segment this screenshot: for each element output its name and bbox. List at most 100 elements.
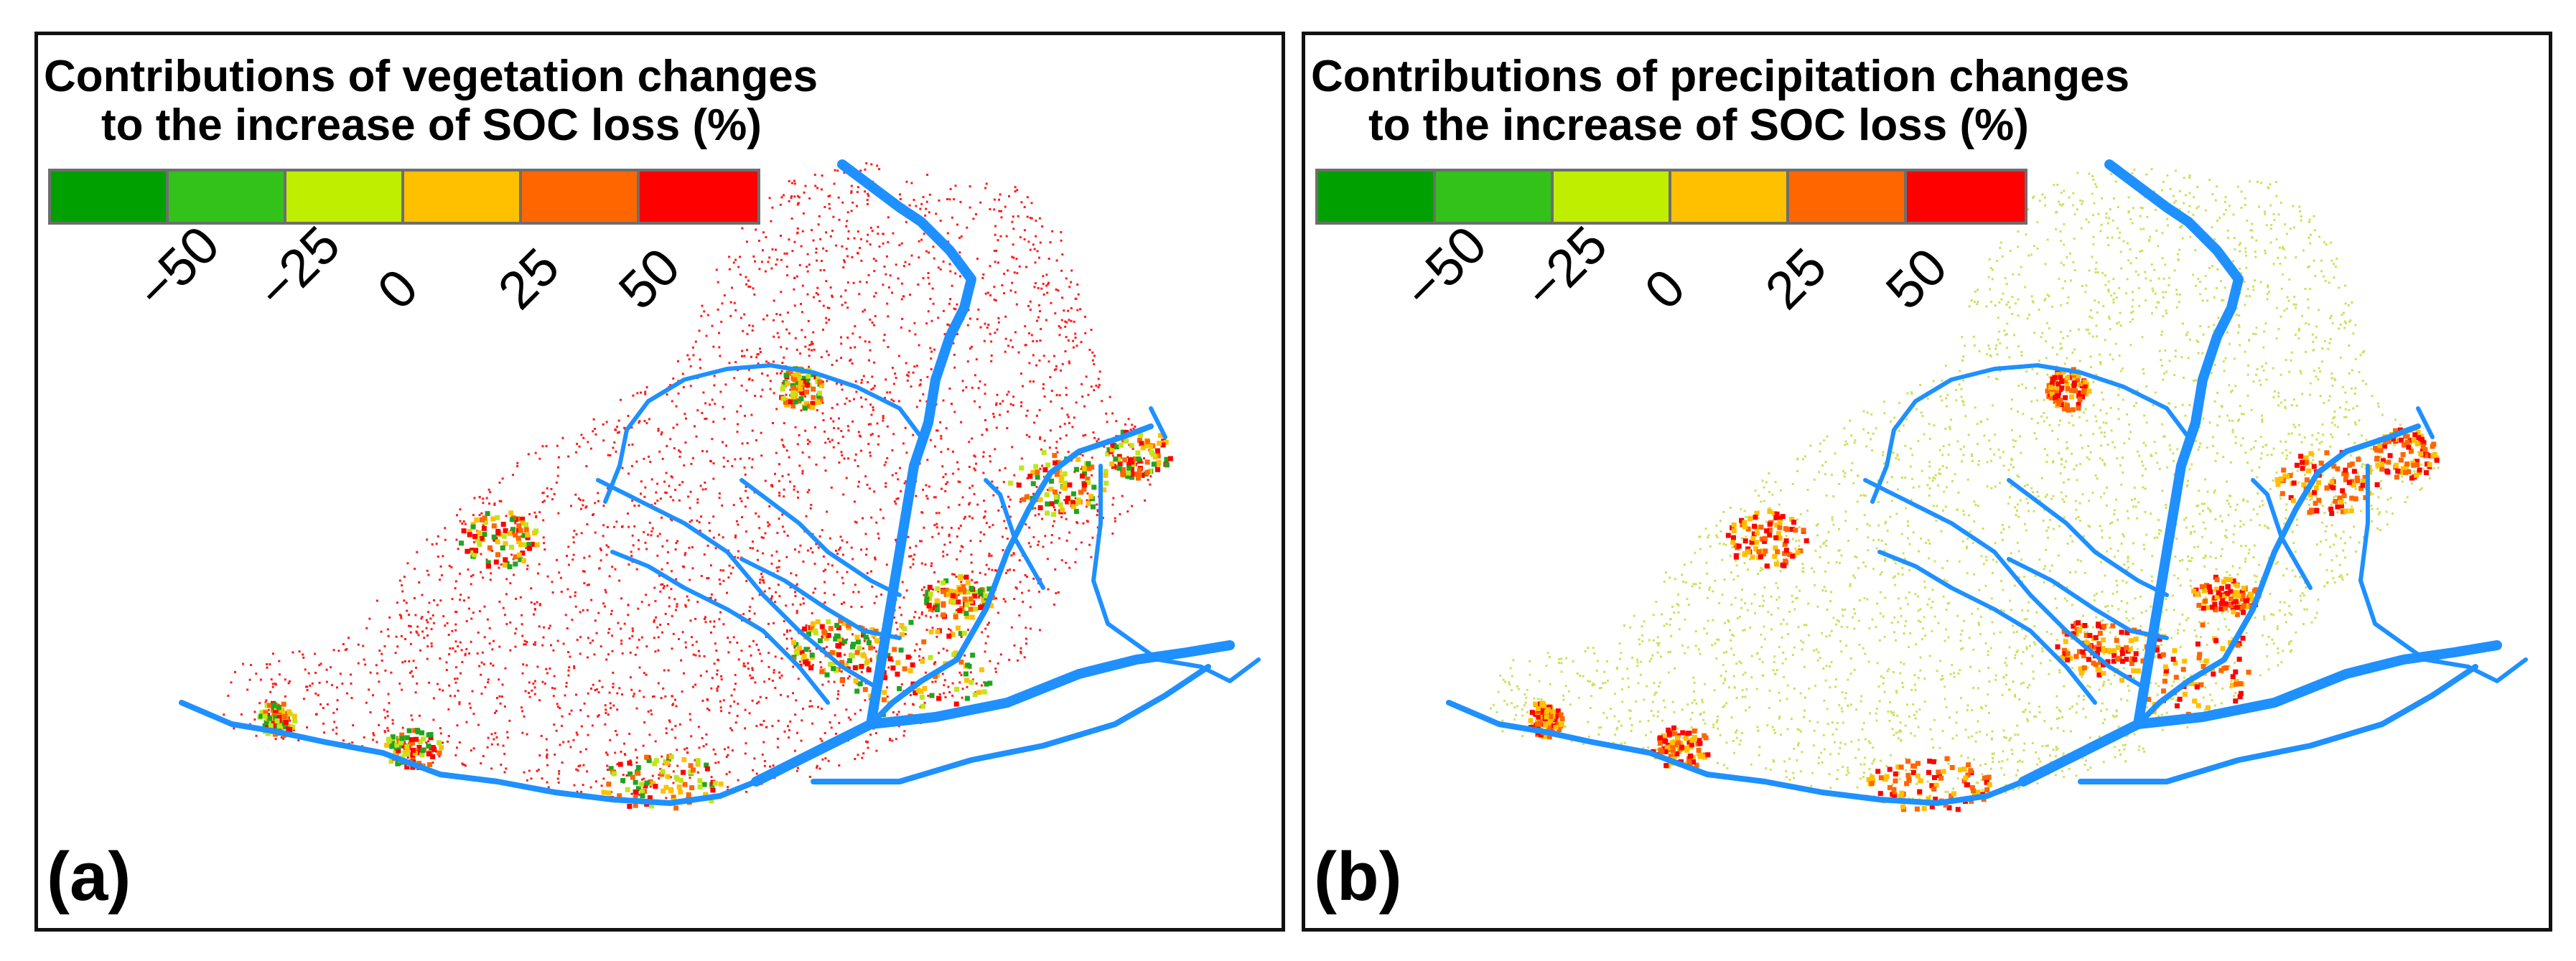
map-pixel (834, 714, 836, 717)
map-pixel (962, 576, 965, 578)
map-pixel (604, 589, 607, 591)
map-pixel (826, 306, 829, 309)
map-pixel (1770, 595, 1773, 598)
map-pixel (2265, 643, 2268, 646)
map-hotspot-pixel (509, 545, 514, 550)
map-pixel (886, 425, 889, 428)
map-pixel (704, 418, 706, 420)
map-pixel (384, 716, 387, 719)
map-pixel (790, 572, 793, 575)
map-pixel (671, 647, 673, 650)
map-hotspot-pixel (1076, 499, 1082, 505)
map-hotspot-pixel (791, 639, 796, 645)
map-pixel (289, 680, 291, 683)
map-pixel (580, 433, 583, 436)
map-pixel (1054, 509, 1056, 511)
map-pixel (2107, 244, 2110, 246)
map-pixel (1096, 514, 1098, 517)
map-pixel (567, 740, 570, 743)
map-pixel (584, 748, 587, 751)
map-pixel (2123, 563, 2126, 566)
map-pixel (854, 346, 857, 349)
map-pixel (444, 538, 447, 541)
map-pixel (680, 659, 683, 662)
map-pixel (947, 240, 950, 243)
map-pixel (1984, 642, 1987, 644)
map-pixel (658, 533, 661, 535)
map-pixel (873, 270, 876, 273)
map-pixel (2100, 710, 2103, 712)
map-pixel (1019, 372, 1022, 375)
map-pixel (570, 709, 573, 712)
map-pixel (610, 706, 612, 709)
map-pixel (969, 206, 971, 209)
map-pixel (666, 584, 668, 587)
map-pixel (521, 614, 523, 617)
map-pixel (615, 520, 618, 523)
map-pixel (620, 639, 623, 642)
map-pixel (788, 179, 790, 182)
map-pixel (1032, 535, 1035, 538)
map-hotspot-pixel (834, 622, 840, 628)
map-pixel (541, 777, 543, 780)
map-pixel (541, 445, 544, 448)
map-pixel (815, 543, 818, 545)
map-hotspot-pixel (482, 532, 487, 537)
map-pixel (772, 422, 774, 424)
map-pixel (850, 192, 853, 194)
map-hotspot-pixel (1124, 430, 1129, 435)
map-pixel (984, 650, 986, 653)
map-pixel (2036, 372, 2038, 375)
map-pixel (491, 550, 494, 552)
map-pixel (861, 756, 864, 759)
map-pixel (857, 186, 859, 189)
map-pixel (688, 358, 691, 361)
map-pixel (2143, 548, 2146, 550)
map-pixel (681, 372, 684, 375)
map-hotspot-pixel (1129, 467, 1134, 472)
map-pixel (845, 708, 848, 711)
map-pixel (938, 199, 941, 202)
map-pixel (477, 631, 480, 634)
map-hotspot-pixel (274, 715, 279, 721)
map-pixel (2150, 681, 2152, 684)
map-pixel (801, 230, 804, 233)
map-hotspot-pixel (523, 527, 529, 533)
map-pixel (783, 252, 786, 255)
map-pixel (1981, 773, 1984, 776)
map-pixel (542, 519, 545, 522)
map-pixel (2014, 733, 2017, 736)
map-pixel (1049, 241, 1052, 244)
map-pixel (1885, 765, 1888, 767)
map-pixel (2066, 357, 2068, 360)
map-pixel (432, 718, 435, 721)
map-hotspot-pixel (928, 591, 933, 597)
map-hotspot-pixel (839, 678, 845, 683)
map-pixel (2279, 373, 2282, 376)
map-pixel (878, 245, 881, 248)
map-pixel (765, 236, 767, 238)
map-pixel (599, 549, 602, 551)
map-hotspot-pixel (815, 619, 821, 624)
map-pixel (562, 642, 565, 645)
map-pixel (1008, 658, 1011, 661)
map-pixel (704, 488, 707, 491)
map-pixel (1868, 627, 1871, 629)
map-pixel (1004, 315, 1007, 318)
map-pixel (1977, 289, 1979, 291)
map-pixel (1667, 671, 1670, 674)
map-pixel (1774, 731, 1776, 734)
legend-swatch-1 (51, 172, 169, 222)
map-pixel (994, 332, 997, 334)
map-hotspot-pixel (503, 563, 508, 568)
map-pixel (1839, 640, 1842, 643)
map-hotspot-pixel (1086, 480, 1091, 486)
map-pixel (995, 402, 998, 405)
map-pixel (717, 659, 720, 662)
map-pixel (576, 443, 579, 445)
map-pixel (1793, 608, 1796, 611)
map-hotspot-pixel (470, 550, 476, 555)
map-hotspot-pixel (790, 403, 796, 409)
map-pixel (1119, 512, 1121, 515)
map-pixel (364, 663, 367, 666)
